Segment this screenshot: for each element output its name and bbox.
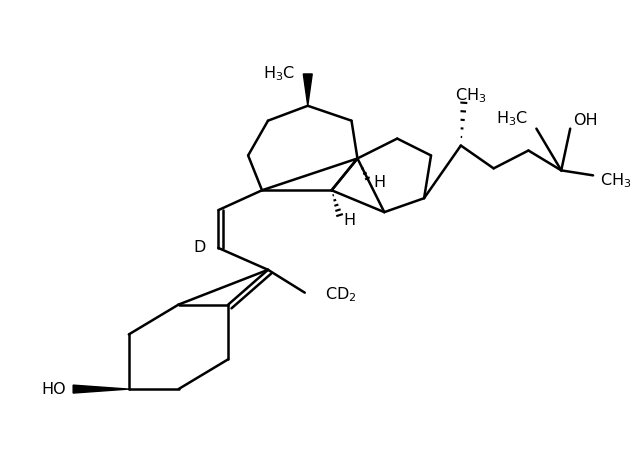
Text: CH$_3$: CH$_3$ <box>455 87 486 105</box>
Polygon shape <box>303 74 312 106</box>
Text: CD$_2$: CD$_2$ <box>324 285 356 304</box>
Text: H: H <box>344 212 356 227</box>
Text: HO: HO <box>42 382 66 397</box>
Text: CH$_3$: CH$_3$ <box>600 171 632 190</box>
Text: OH: OH <box>573 113 598 128</box>
Text: H$_3$C: H$_3$C <box>263 65 295 83</box>
Text: D: D <box>193 240 205 255</box>
Polygon shape <box>73 385 129 393</box>
Text: H: H <box>373 175 385 190</box>
Text: H$_3$C: H$_3$C <box>497 109 529 128</box>
